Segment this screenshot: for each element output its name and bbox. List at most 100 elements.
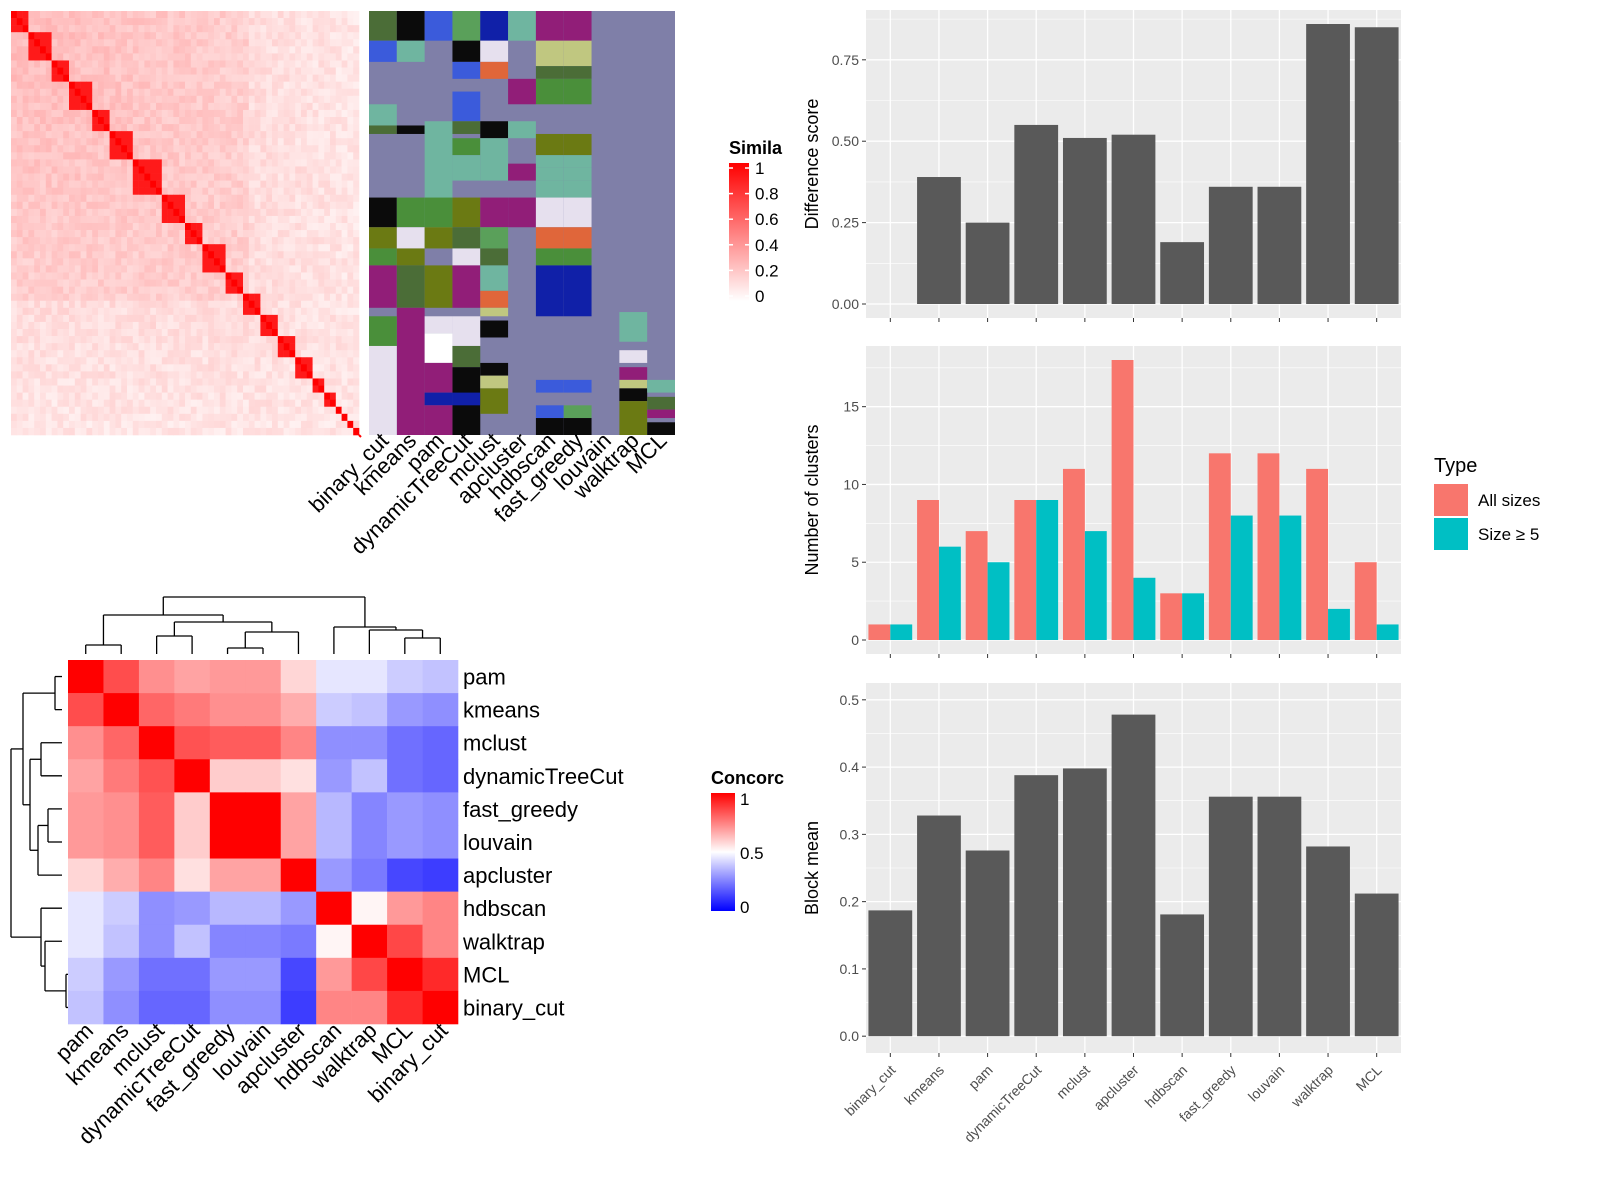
- similarity-cell: [98, 152, 105, 160]
- similarity-cell: [98, 385, 105, 393]
- similarity-cell: [92, 420, 99, 429]
- similarity-cell: [214, 230, 221, 238]
- similarity-cell: [74, 279, 81, 287]
- annotation-cluster-block: [424, 197, 453, 228]
- similarity-cell: [185, 329, 192, 337]
- similarity-cell: [324, 74, 331, 82]
- similarity-cell: [190, 385, 197, 393]
- similarity-cell: [330, 159, 337, 167]
- legend-title: Type: [1434, 455, 1477, 477]
- similarity-cell: [80, 152, 87, 160]
- similarity-cell: [185, 286, 192, 294]
- similarity-cell: [74, 74, 81, 82]
- similarity-cell: [63, 272, 70, 280]
- similarity-cell: [312, 385, 319, 393]
- similarity-cell: [225, 343, 232, 351]
- similarity-cell: [353, 215, 360, 224]
- similarity-cell: [127, 25, 134, 33]
- similarity-cell: [57, 223, 64, 231]
- similarity-cell: [272, 124, 279, 132]
- similarity-cell: [214, 307, 221, 316]
- similarity-cell: [80, 279, 87, 287]
- similarity-cell: [243, 293, 250, 302]
- similarity-cell: [330, 406, 337, 415]
- similarity-cell: [312, 187, 319, 196]
- similarity-cell: [283, 145, 290, 153]
- concordance-cell: [209, 759, 246, 793]
- concordance-column-dendrogram: [85, 596, 441, 654]
- similarity-cell: [341, 39, 348, 47]
- similarity-cell: [301, 159, 308, 167]
- annotation-cluster-block: [396, 248, 425, 266]
- similarity-cell: [283, 152, 290, 160]
- similarity-cell: [40, 201, 47, 210]
- similarity-cell: [11, 371, 18, 379]
- similarity-cell: [248, 25, 255, 33]
- similarity-cell: [34, 145, 41, 153]
- similarity-cell: [109, 357, 116, 365]
- similarity-cell: [272, 286, 279, 294]
- similarity-cell: [150, 187, 157, 196]
- similarity-cell: [353, 201, 360, 210]
- similarity-cell: [202, 145, 209, 153]
- similarity-cell: [312, 265, 319, 273]
- similarity-cell: [260, 18, 267, 26]
- similarity-cell: [150, 293, 157, 302]
- concordance-cell: [174, 891, 211, 926]
- similarity-cell: [353, 117, 360, 125]
- similarity-cell: [231, 152, 238, 160]
- similarity-cell: [132, 159, 139, 167]
- method-annotation-labels: binary_cutkmeanspamdynamicTreeCutmclusta…: [304, 428, 672, 559]
- similarity-cell: [103, 385, 110, 393]
- similarity-cell: [34, 201, 41, 210]
- similarity-cell: [11, 81, 18, 90]
- similarity-cell: [167, 18, 174, 26]
- similarity-cell: [341, 406, 348, 415]
- similarity-cell: [324, 244, 331, 252]
- similarity-cell: [272, 187, 279, 196]
- similarity-cell: [80, 237, 87, 245]
- similarity-cell: [132, 180, 139, 188]
- similarity-cell: [92, 251, 99, 259]
- similarity-cell: [92, 378, 99, 386]
- similarity-cell: [127, 124, 134, 132]
- similarity-cell: [150, 392, 157, 400]
- similarity-cell: [86, 109, 93, 118]
- similarity-cell: [295, 88, 302, 97]
- similarity-cell: [98, 272, 105, 280]
- similarity-cell: [266, 159, 273, 167]
- legend-item-label: All sizes: [1478, 491, 1540, 510]
- similarity-cell: [283, 237, 290, 245]
- annotation-cluster-block: [396, 40, 425, 62]
- similarity-cell: [266, 279, 273, 287]
- similarity-cell: [237, 385, 244, 393]
- similarity-cell: [167, 159, 174, 167]
- similarity-cell: [144, 46, 151, 54]
- similarity-cell: [138, 173, 145, 181]
- similarity-cell: [330, 95, 337, 104]
- similarity-cell: [161, 166, 168, 174]
- similarity-cell: [28, 406, 35, 415]
- similarity-cell: [173, 286, 180, 294]
- similarity-cell: [144, 25, 151, 33]
- similarity-cell: [214, 385, 221, 393]
- similarity-cell: [196, 265, 203, 273]
- similarity-cell: [248, 399, 255, 408]
- similarity-cell: [161, 223, 168, 231]
- similarity-cell: [34, 279, 41, 287]
- similarity-cell: [295, 159, 302, 167]
- concordance-cell: [245, 759, 282, 793]
- similarity-cell: [28, 145, 35, 153]
- similarity-cell: [69, 74, 76, 82]
- similarity-cell: [347, 329, 354, 337]
- similarity-cell: [306, 95, 313, 104]
- similarity-cell: [167, 201, 174, 210]
- similarity-cell: [190, 258, 197, 266]
- similarity-cell: [28, 180, 35, 188]
- similarity-cell: [341, 223, 348, 231]
- similarity-cell: [225, 88, 232, 97]
- similarity-cell: [144, 251, 151, 259]
- similarity-cell: [318, 399, 325, 408]
- similarity-cell: [231, 399, 238, 408]
- similarity-cell: [80, 300, 87, 309]
